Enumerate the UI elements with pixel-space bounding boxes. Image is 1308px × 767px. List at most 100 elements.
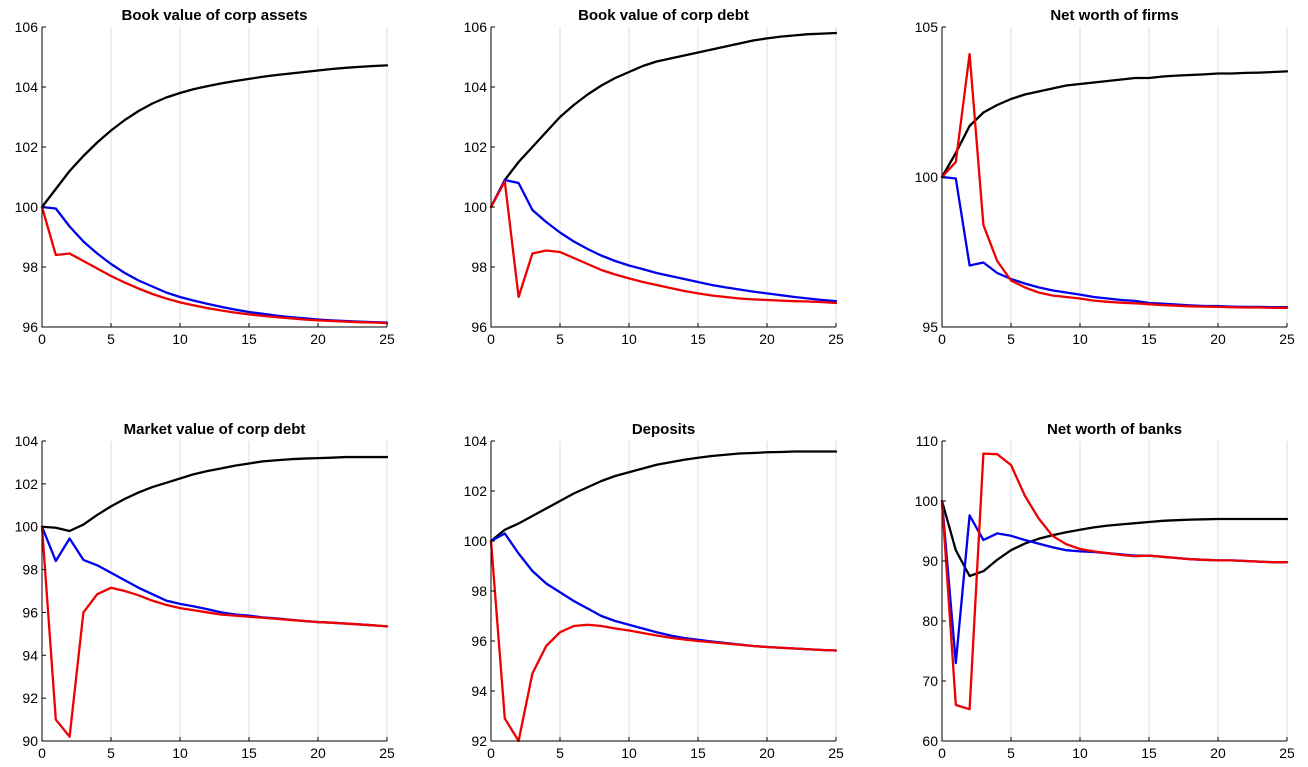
panel-title: Market value of corp debt [124,421,306,438]
x-tick-label: 5 [1007,745,1015,761]
x-tick-label: 15 [241,331,257,347]
x-tick-label: 0 [938,745,946,761]
x-tick-label: 25 [379,745,395,761]
y-tick-label: 96 [22,604,38,620]
series-line-blue [489,178,838,303]
y-tick-label: 102 [15,476,39,492]
x-tick-label: 0 [938,331,946,347]
x-tick-label: 15 [690,331,706,347]
y-tick-label: 102 [464,483,488,499]
y-tick-label: 100 [915,169,939,185]
y-tick-label: 60 [922,733,938,749]
x-tick-label: 10 [172,745,188,761]
x-tick-label: 0 [38,331,46,347]
x-tick-label: 0 [38,745,46,761]
panel-title: Book value of corp debt [578,7,749,24]
y-tick-label: 98 [471,583,487,599]
x-tick-label: 15 [1141,331,1157,347]
panel-net-worth-of-banks: 0 5 10 15 20 25 60 70 80 90 100 110 Net worth of ban… [915,421,1295,761]
y-tick-label: 70 [922,673,938,689]
y-tick-label: 100 [15,519,39,535]
x-tick-label: 25 [828,745,844,761]
y-tick-label: 98 [22,259,38,275]
y-tick-label: 100 [15,199,39,215]
x-tick-label: 10 [621,745,637,761]
panel-net-worth-of-firms: 0 5 10 15 20 25 95 100 105 Net worth of firms [915,7,1295,347]
y-tick-label: 110 [916,433,939,449]
panel-title: Deposits [632,421,695,438]
panel-title: Net worth of banks [1047,421,1182,438]
x-tick-label: 10 [1072,745,1088,761]
series-line-black [40,64,389,209]
x-tick-label: 20 [1210,745,1226,761]
y-tick-label: 98 [22,562,38,578]
x-tick-label: 20 [310,331,326,347]
y-tick-label: 104 [15,433,39,449]
y-tick-label: 104 [464,433,488,449]
y-tick-label: 105 [915,19,939,35]
y-tick-label: 94 [22,647,38,663]
x-tick-label: 25 [1279,331,1295,347]
x-tick-label: 15 [1141,745,1157,761]
y-tick-label: 100 [464,199,488,215]
plot-area [491,441,836,741]
y-tick-label: 96 [471,633,487,649]
panel-market-value-of-corp-debt: 0 5 10 15 20 25 90 92 94 96 98 100 102 104 Market valu… [15,421,395,761]
x-tick-label: 25 [828,331,844,347]
x-tick-label: 15 [241,745,257,761]
x-tick-label: 5 [1007,331,1015,347]
plot-area [42,441,387,741]
series-line-red [489,539,838,743]
y-tick-label: 102 [464,139,488,155]
x-tick-label: 5 [556,745,564,761]
y-tick-label: 92 [22,690,38,706]
panel-book-value-of-corp-debt: 0 5 10 15 20 25 96 98 100 102 104 106 Book value of … [464,7,844,347]
x-tick-label: 25 [1279,745,1295,761]
plot-area [942,441,1287,741]
x-tick-label: 15 [690,745,706,761]
y-tick-label: 95 [922,319,938,335]
y-tick-label: 96 [471,319,487,335]
x-tick-label: 10 [621,331,637,347]
plot-area [491,27,836,327]
y-tick-label: 100 [464,533,488,549]
y-tick-label: 100 [915,493,939,509]
y-tick-label: 90 [922,553,938,569]
panel-deposits: 0 5 10 15 20 25 92 94 96 98 100 102 104 Deposits [464,421,844,761]
series-line-black [940,70,1289,179]
panel-title: Net worth of firms [1050,7,1178,24]
series-line-red [940,452,1289,711]
panel-title: Book value of corp assets [122,7,308,24]
series-line-red [489,180,838,305]
y-tick-label: 90 [22,733,38,749]
series-line-black [40,455,389,533]
x-tick-label: 5 [107,745,115,761]
x-tick-label: 20 [759,745,775,761]
y-tick-label: 102 [15,139,39,155]
x-tick-label: 20 [310,745,326,761]
y-tick-label: 92 [471,733,487,749]
panel-book-value-of-corp-assets: 0 5 10 15 20 25 96 98 100 102 104 106 Book value of … [15,7,395,347]
x-tick-label: 5 [107,331,115,347]
series-line-black [489,450,838,543]
series-line-black [489,31,838,209]
series-line-red [40,525,389,738]
y-tick-label: 104 [15,79,39,95]
y-tick-label: 96 [22,319,38,335]
series-line-black [940,499,1289,578]
x-tick-label: 5 [556,331,564,347]
series-line-red [40,205,389,325]
y-tick-label: 106 [15,19,39,35]
y-tick-label: 98 [471,259,487,275]
y-tick-label: 94 [471,683,487,699]
y-tick-label: 106 [464,19,488,35]
x-tick-label: 10 [172,331,188,347]
series-line-red [940,52,1289,309]
plot-area [42,27,387,327]
x-tick-label: 25 [379,331,395,347]
x-tick-label: 10 [1072,331,1088,347]
x-tick-label: 0 [487,331,495,347]
plot-area [942,27,1287,327]
x-tick-label: 20 [759,331,775,347]
